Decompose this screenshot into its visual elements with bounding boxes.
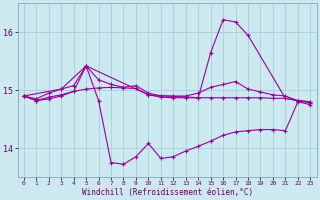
X-axis label: Windchill (Refroidissement éolien,°C): Windchill (Refroidissement éolien,°C) <box>82 188 253 197</box>
